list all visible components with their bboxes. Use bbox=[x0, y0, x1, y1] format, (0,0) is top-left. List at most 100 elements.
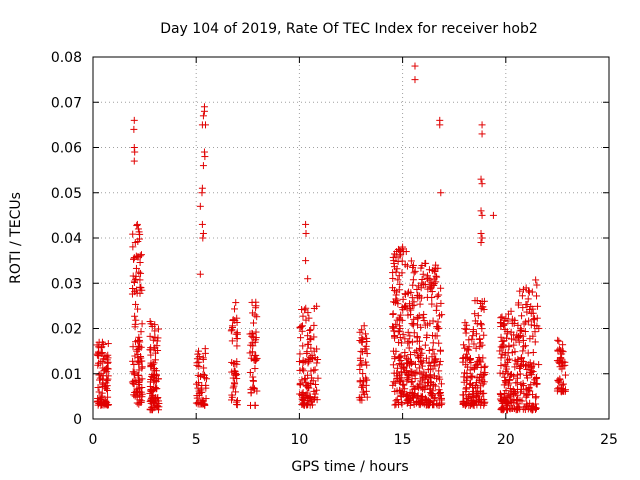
data-point bbox=[94, 401, 102, 409]
data-point bbox=[416, 292, 424, 300]
data-point bbox=[393, 297, 401, 305]
data-point bbox=[93, 398, 101, 406]
data-point bbox=[392, 320, 400, 328]
data-point bbox=[130, 125, 138, 133]
data-point bbox=[505, 355, 513, 363]
data-point bbox=[478, 234, 486, 242]
data-point bbox=[306, 327, 314, 335]
data-point bbox=[297, 323, 305, 331]
data-point bbox=[473, 320, 481, 328]
data-point bbox=[480, 371, 488, 379]
data-point bbox=[559, 380, 567, 388]
data-point bbox=[302, 391, 310, 399]
data-point bbox=[136, 276, 144, 284]
data-point bbox=[514, 301, 522, 309]
data-point bbox=[251, 311, 259, 319]
data-point bbox=[429, 382, 437, 390]
data-point bbox=[467, 372, 475, 380]
data-point bbox=[515, 338, 523, 346]
data-point bbox=[308, 374, 316, 382]
data-point bbox=[496, 395, 504, 403]
data-point bbox=[459, 391, 467, 399]
data-point bbox=[438, 394, 446, 402]
data-point bbox=[133, 286, 141, 294]
data-point bbox=[135, 389, 143, 397]
data-point bbox=[406, 332, 414, 340]
data-point bbox=[252, 304, 260, 312]
data-point bbox=[437, 391, 445, 399]
data-point bbox=[233, 358, 241, 366]
data-point bbox=[130, 361, 138, 369]
data-point bbox=[138, 320, 146, 328]
x-tick-label: 25 bbox=[600, 432, 618, 448]
data-point bbox=[400, 381, 408, 389]
data-point bbox=[152, 402, 160, 410]
data-point bbox=[233, 342, 241, 350]
data-point bbox=[102, 400, 110, 408]
data-point bbox=[429, 339, 437, 347]
data-point bbox=[202, 381, 210, 389]
data-point bbox=[199, 234, 207, 242]
data-point bbox=[477, 363, 485, 371]
data-point bbox=[471, 297, 479, 305]
data-point bbox=[406, 351, 414, 359]
data-point bbox=[408, 392, 416, 400]
y-tick-label: 0.08 bbox=[51, 50, 82, 66]
chart-title: Day 104 of 2019, Rate Of TEC Index for r… bbox=[160, 21, 538, 37]
data-point bbox=[429, 391, 437, 399]
data-point bbox=[147, 344, 155, 352]
data-point bbox=[406, 311, 414, 319]
data-point bbox=[467, 359, 475, 367]
data-point bbox=[103, 386, 111, 394]
data-point bbox=[148, 362, 156, 370]
data-point bbox=[409, 281, 417, 289]
data-point bbox=[516, 287, 524, 295]
data-point bbox=[504, 317, 512, 325]
data-point bbox=[137, 352, 145, 360]
data-point bbox=[98, 349, 106, 357]
data-point bbox=[418, 362, 426, 370]
data-point bbox=[196, 270, 204, 278]
data-point bbox=[401, 302, 409, 310]
data-point bbox=[389, 274, 397, 282]
data-point bbox=[555, 337, 563, 345]
data-point bbox=[99, 375, 107, 383]
data-point bbox=[558, 387, 566, 395]
data-point bbox=[477, 207, 485, 215]
data-point bbox=[151, 327, 159, 335]
data-point bbox=[419, 385, 427, 393]
data-point bbox=[390, 369, 398, 377]
data-point bbox=[432, 261, 440, 269]
data-point bbox=[95, 388, 103, 396]
data-point bbox=[559, 362, 567, 370]
data-point bbox=[478, 130, 486, 138]
data-point bbox=[198, 220, 206, 228]
data-point bbox=[401, 303, 409, 311]
data-point bbox=[432, 306, 440, 314]
data-point bbox=[311, 366, 319, 374]
data-point bbox=[154, 325, 162, 333]
data-point bbox=[200, 400, 208, 408]
data-point bbox=[424, 378, 432, 386]
data-point bbox=[149, 336, 157, 344]
data-point bbox=[428, 353, 436, 361]
data-point bbox=[497, 333, 505, 341]
data-point bbox=[459, 400, 467, 408]
data-point bbox=[462, 329, 470, 337]
data-point bbox=[129, 272, 137, 280]
data-point bbox=[138, 390, 146, 398]
data-point bbox=[401, 261, 409, 269]
data-point bbox=[298, 395, 306, 403]
data-point bbox=[535, 361, 543, 369]
data-point bbox=[196, 372, 204, 380]
data-point bbox=[401, 335, 409, 343]
data-point bbox=[520, 285, 528, 293]
data-point bbox=[96, 359, 104, 367]
data-point bbox=[410, 298, 418, 306]
data-point bbox=[303, 349, 311, 357]
data-point bbox=[471, 310, 479, 318]
data-point bbox=[233, 329, 241, 337]
data-point bbox=[414, 352, 422, 360]
data-point bbox=[425, 266, 433, 274]
